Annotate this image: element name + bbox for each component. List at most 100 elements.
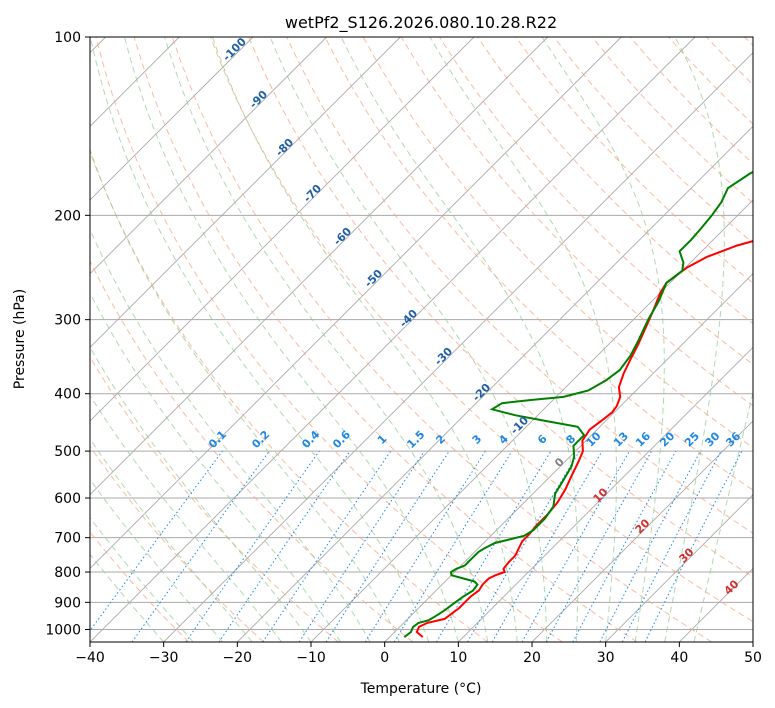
moist-adiabat-lines — [90, 37, 753, 642]
dry-adiabat-line — [248, 37, 753, 578]
dry-adiabat-line — [90, 259, 414, 642]
mixing-ratio-line — [572, 450, 677, 642]
plot-frame — [89, 36, 754, 643]
x-tick-label: 20 — [523, 650, 541, 666]
mixing-ratio-line — [325, 450, 450, 642]
mixing-ratio-label: 3 — [470, 432, 485, 447]
isotherm-line — [90, 37, 254, 201]
y-tick-label: 1000 — [45, 622, 81, 638]
mixing-ratio-line — [218, 450, 351, 642]
moist-adiabat-line — [90, 346, 312, 642]
dry-adiabat-label: -80 — [273, 136, 296, 159]
x-tick-label: −40 — [75, 650, 105, 666]
x-tick-label: 0 — [380, 650, 389, 666]
x-tick-label: 10 — [449, 650, 467, 666]
moist-adiabat-line — [90, 516, 194, 642]
dry-adiabat-lines — [90, 37, 753, 642]
mixing-ratio-line — [644, 450, 743, 642]
isotherm-line — [90, 37, 622, 569]
dry-adiabat-line — [90, 356, 339, 642]
isotherm-lines — [90, 37, 753, 642]
y-axis-ticks: 1000 900 800 700 600 500 400 300 200 100 — [45, 30, 90, 638]
dry-adiabat-line — [90, 531, 190, 642]
dry-adiabat-label: -20 — [470, 381, 493, 404]
dry-adiabat-line — [286, 37, 753, 534]
thermo-background-lines — [90, 37, 753, 642]
moist-adiabat-line — [90, 394, 282, 642]
moist-adiabat-line — [90, 292, 341, 642]
x-tick-label: −10 — [296, 650, 326, 666]
mixing-ratio-label: 0.6 — [330, 428, 353, 451]
mixing-ratio-line — [298, 450, 425, 642]
isotherm-line — [90, 37, 548, 496]
y-tick-label: 200 — [54, 208, 81, 224]
dry-adiabat-line — [133, 37, 638, 642]
mixing-ratio-label: 16 — [633, 429, 653, 449]
isotherm-line — [531, 420, 753, 642]
y-tick-label: 100 — [54, 30, 81, 46]
dry-adiabat-line — [90, 150, 488, 642]
dry-adiabat-line — [744, 37, 753, 47]
moist-adiabat-line — [90, 553, 165, 642]
dry-adiabat-line — [553, 37, 753, 244]
isotherm-line — [679, 567, 753, 642]
mixing-ratio-line — [521, 450, 630, 642]
mixing-ratio-label: 1.5 — [404, 428, 427, 451]
moist-adiabat-label: 10 — [591, 485, 611, 505]
moist-adiabat-line — [664, 37, 725, 642]
moist-adiabat-label: 40 — [722, 577, 742, 597]
moist-adiabat-line — [211, 37, 518, 642]
pressure-gridlines — [90, 36, 753, 630]
y-tick-label: 500 — [54, 444, 81, 460]
x-tick-label: 50 — [744, 650, 762, 666]
moist-adiabat-line — [164, 37, 489, 642]
mixing-ratio-label: 1 — [375, 432, 390, 447]
dry-adiabat-line — [95, 37, 563, 642]
moist-adiabat-line — [90, 438, 253, 642]
isotherm-line — [90, 37, 401, 348]
x-tick-label: −30 — [149, 650, 179, 666]
y-tick-label: 700 — [54, 531, 81, 547]
isotherm-line — [237, 125, 753, 642]
x-axis-label: Temperature (°C) — [360, 681, 482, 697]
x-tick-label: 30 — [597, 650, 615, 666]
mixing-ratio-label: 0.2 — [249, 428, 272, 451]
moist-adiabat-line — [693, 390, 753, 642]
y-axis-label: Pressure (hPa) — [12, 289, 28, 389]
moist-adiabat-line — [90, 37, 430, 642]
moist-adiabat-line — [429, 37, 617, 642]
mixing-ratio-line — [90, 450, 223, 632]
mixing-ratio-label: 0.4 — [299, 428, 322, 451]
dewpoint-profile-line — [403, 170, 753, 638]
dry-adiabat-line — [706, 37, 753, 86]
dry-adiabat-label: -100 — [220, 35, 249, 64]
dry-adiabat-line — [324, 37, 753, 491]
background-line-labels: -100-90-80-70-60-50-40-30-20-100.1 0.2 0.4… — [206, 35, 744, 598]
temperature-profile-line — [415, 239, 753, 638]
moist-adiabat-label: 20 — [633, 516, 653, 536]
moist-adiabat-line — [541, 37, 665, 642]
dry-adiabat-line — [515, 37, 753, 284]
mixing-ratio-label: 30 — [703, 429, 723, 449]
mixing-ratio-label: 2 — [433, 432, 448, 447]
dry-adiabat-label: -30 — [432, 345, 455, 368]
moist-adiabat-line — [90, 148, 400, 642]
moist-adiabat-line — [90, 478, 223, 642]
dry-adiabat-line — [90, 445, 264, 642]
isotherm-line — [90, 37, 696, 642]
mixing-ratio-label: 25 — [682, 430, 702, 450]
isotherm-line — [458, 346, 753, 642]
isotherm-line — [90, 37, 475, 422]
dry-adiabat-label: -70 — [301, 182, 324, 205]
x-tick-label: 40 — [670, 650, 688, 666]
mixing-ratio-lines — [90, 450, 743, 642]
mixing-ratio-label: 20 — [657, 429, 677, 449]
isotherm-line — [310, 199, 753, 642]
dry-adiabat-label: -40 — [397, 307, 420, 330]
y-tick-label: 300 — [54, 313, 81, 329]
mixing-ratio-line — [545, 450, 653, 642]
mixing-ratio-line — [364, 450, 486, 642]
x-tick-label: −20 — [223, 650, 253, 666]
dry-adiabat-line — [477, 37, 753, 325]
